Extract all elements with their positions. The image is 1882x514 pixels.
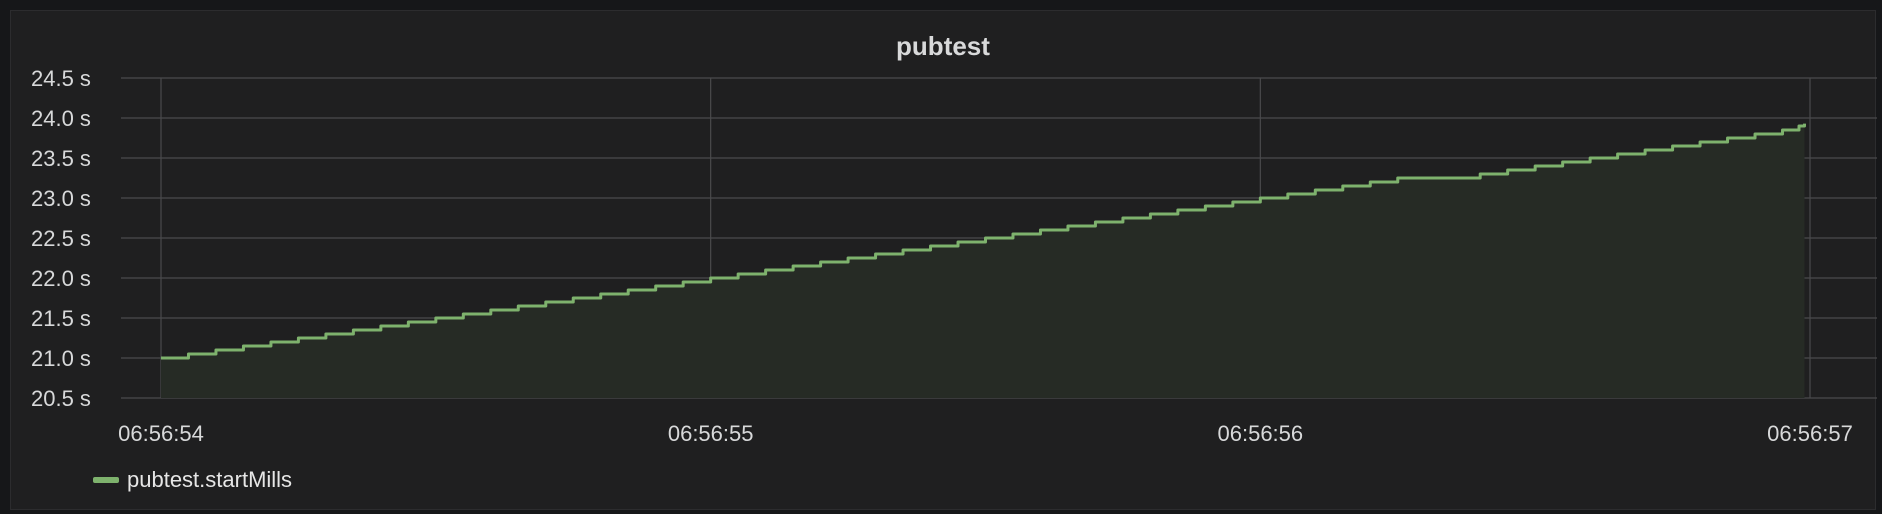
legend-swatch <box>93 477 119 483</box>
chart-area-fill <box>161 123 1805 398</box>
panel-title[interactable]: pubtest <box>896 31 990 61</box>
x-tick-label: 06:56:54 <box>118 421 204 446</box>
y-axis-ticks: 20.5 s 21.0 s 21.5 s 22.0 s 22.5 s 23.0 s 23.5… <box>31 66 91 411</box>
y-tick-label: 22.0 s <box>31 266 91 291</box>
series-line[interactable] <box>161 123 1806 360</box>
y-tick-label: 24.5 s <box>31 66 91 91</box>
y-tick-label: 24.0 s <box>31 106 91 131</box>
y-tick-label: 21.5 s <box>31 306 91 331</box>
x-tick-label: 06:56:57 <box>1767 421 1853 446</box>
legend[interactable]: pubtest.startMills <box>93 467 292 493</box>
y-tick-label: 20.5 s <box>31 386 91 411</box>
x-tick-label: 06:56:56 <box>1218 421 1304 446</box>
chart-svg: 20.5 s 21.0 s 21.5 s 22.0 s 22.5 s 23.0 s 23.5… <box>31 66 1877 446</box>
x-axis-ticks: 06:56:54 06:56:55 06:56:56 06:56:57 <box>118 421 1853 446</box>
x-tick-label: 06:56:55 <box>668 421 754 446</box>
chart-series-line <box>161 123 1806 360</box>
y-tick-label: 21.0 s <box>31 346 91 371</box>
y-tick-label: 23.5 s <box>31 146 91 171</box>
y-tick-label: 22.5 s <box>31 226 91 251</box>
graph-panel: pubtest 20.5 s 21.0 s 21.5 s 22.0 s 22.5 s 23… <box>10 10 1877 510</box>
legend-label[interactable]: pubtest.startMills <box>127 467 293 492</box>
series-area <box>161 123 1805 398</box>
y-tick-label: 23.0 s <box>31 186 91 211</box>
